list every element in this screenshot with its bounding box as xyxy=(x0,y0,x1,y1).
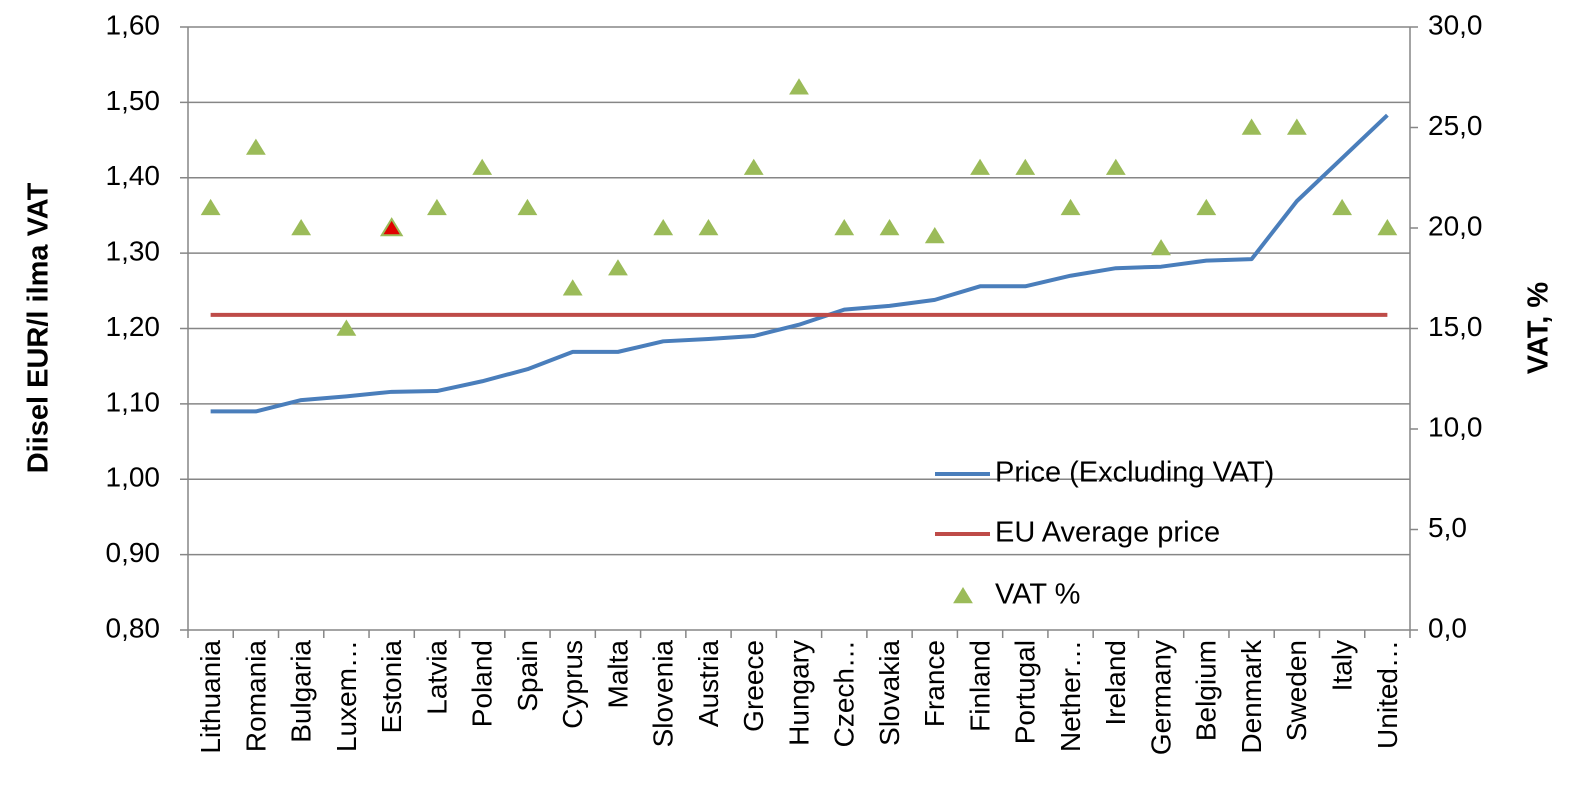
vat-marker xyxy=(562,279,583,296)
vat-marker xyxy=(336,319,357,336)
x-tick-label: Austria xyxy=(693,640,724,728)
y-tick-label: 1,00 xyxy=(106,462,161,493)
vat-marker xyxy=(472,158,493,175)
y2-tick-label: 5,0 xyxy=(1428,512,1467,543)
x-tick-label: Poland xyxy=(467,640,498,727)
y-tick-label: 1,60 xyxy=(106,9,161,40)
vat-marker xyxy=(1241,118,1262,135)
vat-marker xyxy=(379,217,404,237)
x-tick-label: Sweden xyxy=(1281,640,1312,741)
y2-tick-label: 0,0 xyxy=(1428,612,1467,643)
legend-label: Price (Excluding VAT) xyxy=(995,457,1274,489)
vat-marker xyxy=(1105,158,1126,175)
vat-marker xyxy=(608,259,628,276)
x-tick-label: Czech… xyxy=(829,640,860,747)
y-tick-label: 1,10 xyxy=(106,386,161,417)
x-tick-label: Ireland xyxy=(1100,640,1131,726)
y-tick-label: 1,20 xyxy=(106,311,161,342)
vat-marker xyxy=(291,219,312,236)
x-tick-label: Slovenia xyxy=(648,640,679,748)
x-tick-label: Lithuania xyxy=(195,640,226,754)
x-tick-label: Portugal xyxy=(1010,640,1041,744)
vat-marker xyxy=(789,78,809,95)
y2-tick-label: 30,0 xyxy=(1428,9,1483,40)
x-tick-label: Cyprus xyxy=(557,640,588,729)
x-tick-label: Romania xyxy=(240,640,271,752)
x-tick-label: Bulgaria xyxy=(286,640,317,743)
x-tick-label: Latvia xyxy=(421,640,452,715)
y-axis-label: Diisel EUR/l ilma VAT xyxy=(23,182,55,473)
x-tick-label: Finland xyxy=(964,640,995,732)
vat-marker xyxy=(834,219,855,236)
x-tick-label: United… xyxy=(1372,640,1403,749)
vat-marker xyxy=(1332,198,1353,216)
x-tick-label: Germany xyxy=(1145,640,1176,755)
y2-tick-label: 20,0 xyxy=(1428,210,1483,241)
legend-marker xyxy=(953,587,973,604)
vat-marker xyxy=(427,198,447,216)
x-tick-label: Greece xyxy=(738,640,769,732)
vat-marker xyxy=(1015,158,1036,175)
vat-marker xyxy=(1151,239,1171,256)
y-tick-label: 1,40 xyxy=(106,160,161,191)
y2-tick-label: 25,0 xyxy=(1428,110,1483,141)
y2-tick-label: 15,0 xyxy=(1428,311,1483,342)
vat-marker xyxy=(879,219,900,236)
x-tick-label: Hungary xyxy=(783,640,814,746)
x-tick-label: Belgium xyxy=(1191,640,1222,741)
vat-marker xyxy=(200,198,221,216)
y-tick-label: 0,80 xyxy=(106,612,161,643)
vat-marker xyxy=(1060,198,1081,216)
y-tick-label: 1,50 xyxy=(106,85,161,116)
legend-label: EU Average price xyxy=(995,517,1220,549)
y2-axis-label: VAT, % xyxy=(1523,282,1555,375)
vat-marker xyxy=(743,158,764,175)
x-tick-label: France xyxy=(919,640,950,727)
vat-marker xyxy=(924,227,945,244)
vat-marker xyxy=(245,138,266,155)
x-tick-label: Spain xyxy=(512,640,543,712)
x-tick-label: Malta xyxy=(602,640,633,709)
vat-marker xyxy=(1196,198,1217,216)
line-series xyxy=(210,113,1389,414)
y2-tick-label: 10,0 xyxy=(1428,411,1483,442)
x-tick-label: Luxem… xyxy=(331,640,362,752)
vat-marker xyxy=(653,219,674,236)
x-tick-label: Estonia xyxy=(376,640,407,734)
vat-marker xyxy=(698,219,719,236)
y-tick-label: 0,90 xyxy=(106,537,161,568)
x-tick-label: Italy xyxy=(1327,640,1358,691)
vat-marker xyxy=(970,158,990,175)
x-tick-label: Denmark xyxy=(1236,639,1267,754)
x-tick-label: Nether… xyxy=(1055,640,1086,752)
vat-marker xyxy=(1377,219,1398,236)
legend-label: VAT % xyxy=(995,579,1080,611)
vat-marker xyxy=(517,198,538,216)
vat-marker xyxy=(1286,118,1307,135)
y-tick-label: 1,30 xyxy=(106,236,161,267)
x-tick-label: Slovakia xyxy=(874,640,905,746)
